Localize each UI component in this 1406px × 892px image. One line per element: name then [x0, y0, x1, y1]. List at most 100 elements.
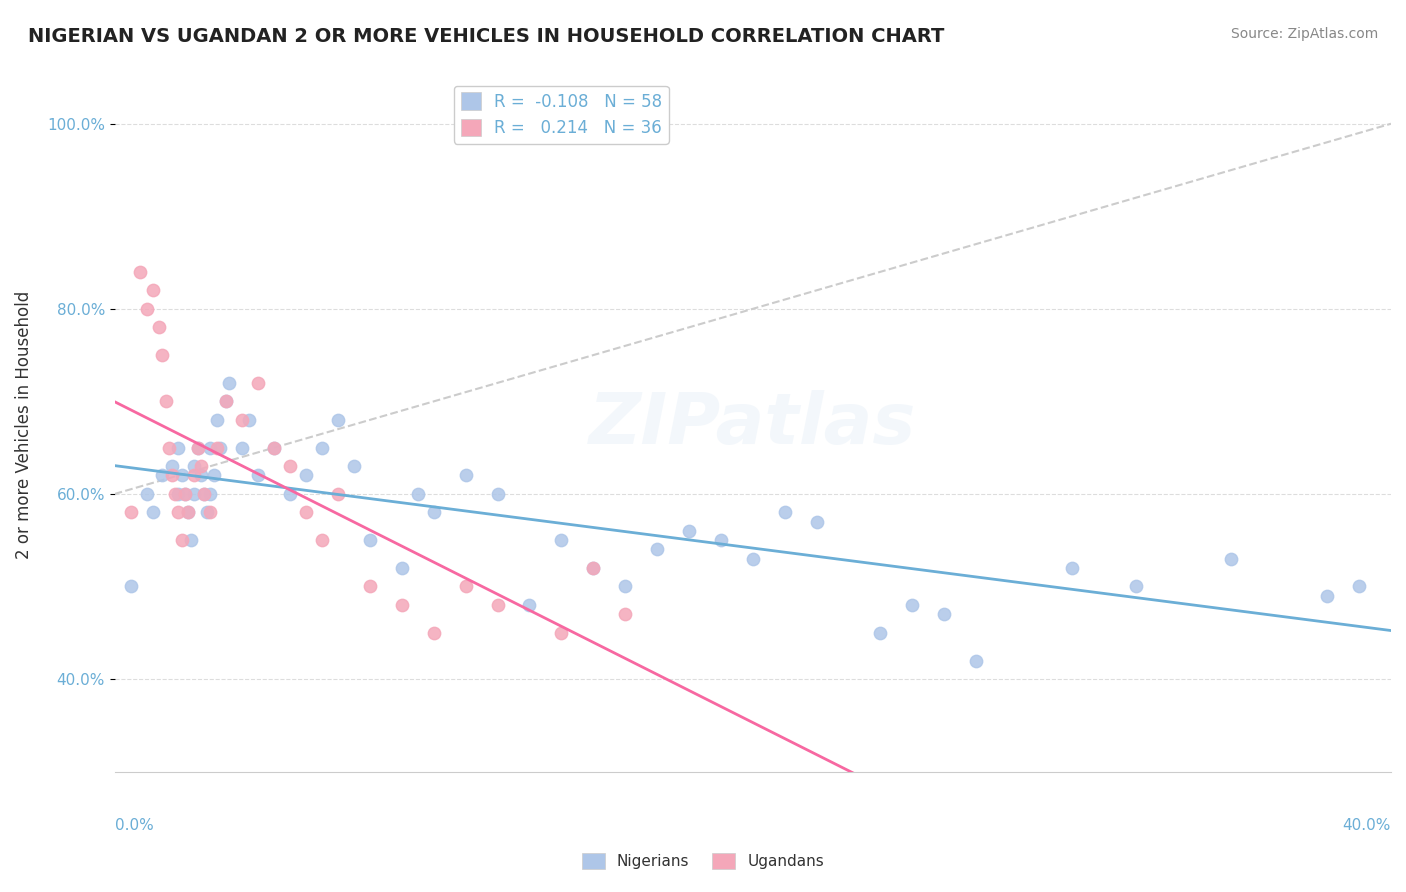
Point: [311, 441, 333, 455]
Text: ZIPatlas: ZIPatlas: [589, 390, 917, 459]
Point: [120, 505, 142, 519]
Point: [391, 598, 413, 612]
Point: [190, 459, 212, 474]
Point: [278, 487, 301, 501]
Text: Source: ZipAtlas.com: Source: ZipAtlas.com: [1230, 27, 1378, 41]
Point: [263, 441, 285, 455]
Point: [238, 413, 260, 427]
Point: [157, 441, 180, 455]
Point: [183, 468, 205, 483]
Point: [710, 533, 733, 548]
Point: [582, 561, 605, 575]
Point: [359, 580, 381, 594]
Point: [773, 505, 796, 519]
Point: [454, 580, 477, 594]
Point: [1348, 580, 1371, 594]
Point: [247, 376, 270, 390]
Point: [170, 468, 193, 483]
Point: [231, 413, 253, 427]
Point: [741, 551, 763, 566]
Point: [135, 487, 157, 501]
Point: [193, 487, 215, 501]
Point: [343, 459, 366, 474]
Point: [160, 468, 183, 483]
Point: [200, 441, 222, 455]
Point: [326, 413, 349, 427]
Point: [311, 533, 333, 548]
Point: [550, 625, 572, 640]
Point: [165, 487, 187, 501]
Point: [190, 468, 212, 483]
Point: [215, 394, 238, 409]
Point: [215, 394, 238, 409]
Point: [582, 561, 605, 575]
Point: [359, 533, 381, 548]
Point: [173, 487, 195, 501]
Point: [934, 607, 956, 622]
Point: [486, 598, 509, 612]
Point: [205, 413, 228, 427]
Legend: Nigerians, Ugandans: Nigerians, Ugandans: [575, 847, 831, 875]
Point: [1060, 561, 1083, 575]
Y-axis label: 2 or more Vehicles in Household: 2 or more Vehicles in Household: [15, 291, 32, 558]
Point: [1125, 580, 1147, 594]
Point: [391, 561, 413, 575]
Point: [218, 376, 240, 390]
Point: [295, 468, 318, 483]
Point: [614, 607, 637, 622]
Point: [678, 524, 700, 538]
Point: [614, 580, 637, 594]
Point: [160, 459, 183, 474]
Point: [200, 487, 222, 501]
Point: [183, 459, 205, 474]
Point: [177, 505, 200, 519]
Point: [208, 441, 231, 455]
Point: [167, 505, 190, 519]
Point: [422, 505, 444, 519]
Point: [263, 441, 285, 455]
Point: [155, 394, 177, 409]
Point: [422, 625, 444, 640]
Point: [295, 505, 318, 519]
Point: [205, 441, 228, 455]
Point: [645, 542, 668, 557]
Text: 0.0%: 0.0%: [115, 818, 153, 833]
Point: [180, 533, 202, 548]
Point: [869, 625, 891, 640]
Point: [519, 598, 541, 612]
Point: [406, 487, 429, 501]
Point: [177, 505, 200, 519]
Point: [231, 441, 253, 455]
Point: [187, 441, 209, 455]
Point: [901, 598, 924, 612]
Point: [550, 533, 572, 548]
Point: [193, 487, 215, 501]
Point: [202, 468, 225, 483]
Point: [120, 580, 142, 594]
Text: NIGERIAN VS UGANDAN 2 OR MORE VEHICLES IN HOUSEHOLD CORRELATION CHART: NIGERIAN VS UGANDAN 2 OR MORE VEHICLES I…: [28, 27, 945, 45]
Point: [129, 265, 152, 279]
Point: [173, 487, 195, 501]
Text: 40.0%: 40.0%: [1343, 818, 1391, 833]
Point: [195, 505, 218, 519]
Point: [200, 505, 222, 519]
Point: [326, 487, 349, 501]
Point: [167, 487, 190, 501]
Point: [278, 459, 301, 474]
Point: [1220, 551, 1243, 566]
Point: [142, 283, 165, 297]
Point: [1316, 589, 1339, 603]
Point: [806, 515, 828, 529]
Point: [152, 468, 174, 483]
Point: [454, 468, 477, 483]
Point: [148, 320, 170, 334]
Point: [486, 487, 509, 501]
Point: [187, 441, 209, 455]
Point: [965, 654, 987, 668]
Legend: R =  -0.108   N = 58, R =   0.214   N = 36: R = -0.108 N = 58, R = 0.214 N = 36: [454, 86, 669, 144]
Point: [183, 487, 205, 501]
Point: [142, 505, 165, 519]
Point: [152, 348, 174, 362]
Point: [247, 468, 270, 483]
Point: [167, 441, 190, 455]
